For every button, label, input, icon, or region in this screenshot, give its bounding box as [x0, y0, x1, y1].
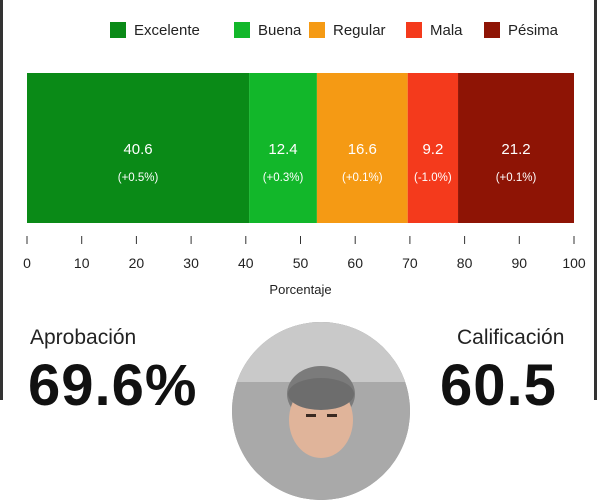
x-tick-label-0: 0 — [23, 255, 31, 271]
legend-label-mala: Mala — [430, 21, 463, 39]
bar-segment-4 — [458, 73, 574, 223]
x-axis-title: Porcentaje — [269, 282, 331, 297]
legend-swatch-excelente — [110, 22, 126, 38]
segment-change-label-0: (+0.5%) — [118, 172, 159, 184]
bar-segment-0 — [27, 73, 250, 223]
segment-value-label-0: 40.6 — [123, 141, 152, 158]
segment-value-label-1: 12.4 — [268, 141, 297, 158]
legend-item-regular: Regular — [309, 19, 386, 41]
segment-value-label-4: 21.2 — [501, 141, 530, 158]
rating-label: Calificación — [457, 326, 565, 349]
legend-item-pesima: Pésima — [484, 19, 558, 41]
x-tick-label-2: 20 — [129, 255, 145, 271]
legend-label-pesima: Pésima — [508, 21, 559, 39]
x-tick-label-1: 10 — [74, 255, 90, 271]
legend-label-excelente: Excelente — [134, 21, 200, 39]
x-tick-label-10: 100 — [562, 255, 586, 271]
right-border — [594, 0, 597, 400]
chart-legend: Excelente Buena Regular Mala Pésima — [0, 19, 597, 41]
rating-value: 60.5 — [440, 353, 557, 418]
x-tick-label-4: 40 — [238, 255, 254, 271]
x-tick-label-9: 90 — [512, 255, 528, 271]
legend-label-buena: Buena — [258, 21, 302, 39]
legend-item-excelente: Excelente — [110, 19, 200, 41]
legend-swatch-mala — [406, 22, 422, 38]
legend-item-buena: Buena — [234, 19, 301, 41]
left-border — [0, 0, 3, 400]
x-tick-label-3: 30 — [183, 255, 199, 271]
x-tick-label-7: 70 — [402, 255, 418, 271]
portrait-photo — [232, 322, 410, 500]
segment-value-label-3: 9.2 — [422, 141, 443, 158]
bar-segment-3 — [407, 73, 459, 223]
approval-value: 69.6% — [28, 353, 198, 418]
legend-item-mala: Mala — [406, 19, 463, 41]
x-tick-label-5: 50 — [293, 255, 309, 271]
portrait-figure — [232, 322, 410, 500]
segment-change-label-2: (+0.1%) — [342, 172, 383, 184]
legend-swatch-buena — [234, 22, 250, 38]
bar-segment-2 — [316, 73, 408, 223]
bar-segment-1 — [249, 73, 317, 223]
segment-change-label-4: (+0.1%) — [496, 172, 537, 184]
legend-swatch-pesima — [484, 22, 500, 38]
legend-swatch-regular — [309, 22, 325, 38]
legend-label-regular: Regular — [333, 21, 386, 39]
approval-label: Aprobación — [30, 326, 137, 349]
segment-change-label-3: (-1.0%) — [414, 172, 452, 184]
segment-change-label-1: (+0.3%) — [263, 172, 304, 184]
x-tick-label-6: 60 — [347, 255, 363, 271]
segment-value-label-2: 16.6 — [348, 141, 377, 158]
x-tick-label-8: 80 — [457, 255, 473, 271]
stacked-bar-chart: 40.6 (+0.5%) 12.4 (+0.3%) 16.6 (+0.1%) 9.2 (-1.… — [23, 73, 586, 297]
